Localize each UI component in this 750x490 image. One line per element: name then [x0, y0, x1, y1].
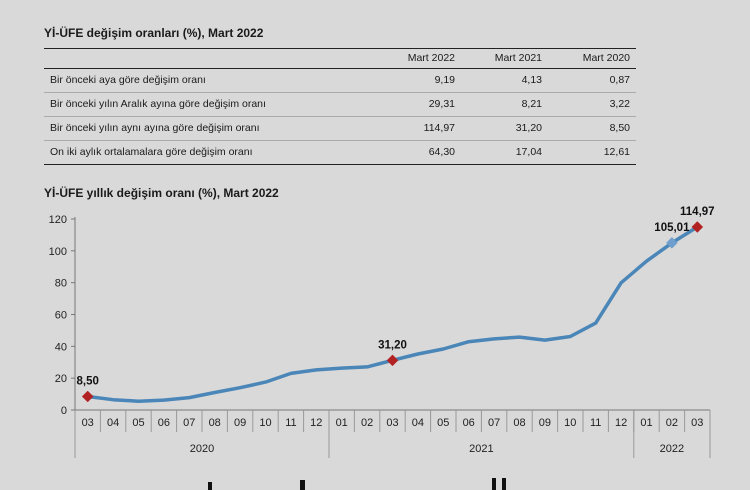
- table-cell: 0,87: [548, 68, 636, 93]
- table-cell: 8,50: [548, 116, 636, 141]
- table-cell: 114,97: [374, 116, 461, 141]
- y-tick-label: 20: [55, 373, 67, 385]
- table-cell: 31,20: [461, 116, 548, 141]
- year-label: 2020: [190, 443, 214, 455]
- data-label: 114,97: [680, 206, 715, 218]
- data-label: 31,20: [378, 339, 407, 351]
- x-tick-label: 05: [132, 417, 144, 429]
- data-point-marker: [691, 221, 704, 233]
- table-header-cell: Mart 2021: [461, 48, 548, 69]
- table-header-cell: [44, 48, 374, 69]
- y-tick-label: 60: [55, 310, 67, 322]
- table-cell: 8,21: [461, 92, 548, 117]
- table-header-cell: Mart 2020: [548, 48, 636, 69]
- table-row: Bir önceki yılın Aralık ayına göre değiş…: [44, 92, 636, 117]
- data-point-marker: [386, 354, 399, 367]
- row-label: Bir önceki yılın Aralık ayına göre değiş…: [44, 92, 374, 117]
- x-tick-label: 06: [463, 417, 475, 429]
- table-header-cell: Mart 2022: [374, 48, 461, 69]
- table-cell: 29,31: [374, 92, 461, 117]
- y-tick-label: 80: [55, 278, 67, 290]
- table-row: Bir önceki aya göre değişim oranı 9,19 4…: [44, 68, 636, 93]
- x-tick-label: 04: [107, 417, 119, 429]
- series-line: [85, 225, 700, 403]
- data-point-marker: [81, 390, 94, 403]
- data-label: 8,50: [77, 375, 99, 387]
- rates-table: Mart 2022 Mart 2021 Mart 2020 Bir önceki…: [44, 48, 636, 165]
- x-tick-label: 08: [209, 417, 221, 429]
- x-tick-label: 02: [666, 417, 678, 429]
- row-label: Bir önceki yılın aynı ayına göre değişim…: [44, 116, 374, 141]
- table-row: Bir önceki yılın aynı ayına göre değişim…: [44, 116, 636, 141]
- table-title: Yİ-ÜFE değişim oranları (%), Mart 2022: [44, 26, 264, 40]
- y-tick-label: 120: [49, 214, 67, 226]
- x-tick-label: 12: [310, 417, 322, 429]
- x-tick-label: 03: [691, 417, 703, 429]
- row-label: On iki aylık ortalamalara göre değişim o…: [44, 140, 374, 165]
- table-cell: 17,04: [461, 140, 548, 165]
- x-tick-label: 06: [158, 417, 170, 429]
- x-tick-label: 08: [513, 417, 525, 429]
- x-tick-label: 04: [412, 417, 424, 429]
- y-tick-label: 0: [61, 405, 67, 417]
- table-cell: 4,13: [461, 68, 548, 93]
- x-tick-label: 10: [564, 417, 576, 429]
- x-tick-label: 07: [183, 417, 195, 429]
- x-tick-label: 12: [615, 417, 627, 429]
- x-tick-label: 09: [539, 417, 551, 429]
- table-cell: 9,19: [374, 68, 461, 93]
- table-cell: 12,61: [548, 140, 636, 165]
- x-tick-label: 03: [386, 417, 398, 429]
- x-tick-label: 10: [259, 417, 271, 429]
- x-tick-label: 11: [285, 417, 296, 429]
- table-row: On iki aylık ortalamalara göre değişim o…: [44, 140, 636, 165]
- table-header-row: Mart 2022 Mart 2021 Mart 2020: [44, 48, 636, 69]
- x-tick-label: 05: [437, 417, 449, 429]
- y-tick-label: 40: [55, 341, 67, 353]
- year-label: 2022: [660, 443, 684, 455]
- y-tick-label: 100: [49, 246, 67, 258]
- x-tick-label: 01: [640, 417, 652, 429]
- table-cell: 64,30: [374, 140, 461, 165]
- x-tick-label: 02: [361, 417, 373, 429]
- cropped-text-fragment: [208, 478, 506, 490]
- chart-title: Yİ-ÜFE yıllık değişim oranı (%), Mart 20…: [44, 186, 279, 200]
- x-tick-label: 01: [336, 417, 348, 429]
- data-label: 105,01: [654, 222, 690, 234]
- x-tick-label: 03: [82, 417, 94, 429]
- table-cell: 3,22: [548, 92, 636, 117]
- x-tick-label: 11: [590, 417, 601, 429]
- x-tick-label: 09: [234, 417, 246, 429]
- year-label: 2021: [469, 443, 493, 455]
- data-point-marker: [666, 237, 678, 249]
- row-label: Bir önceki aya göre değişim oranı: [44, 68, 374, 93]
- x-tick-label: 07: [488, 417, 500, 429]
